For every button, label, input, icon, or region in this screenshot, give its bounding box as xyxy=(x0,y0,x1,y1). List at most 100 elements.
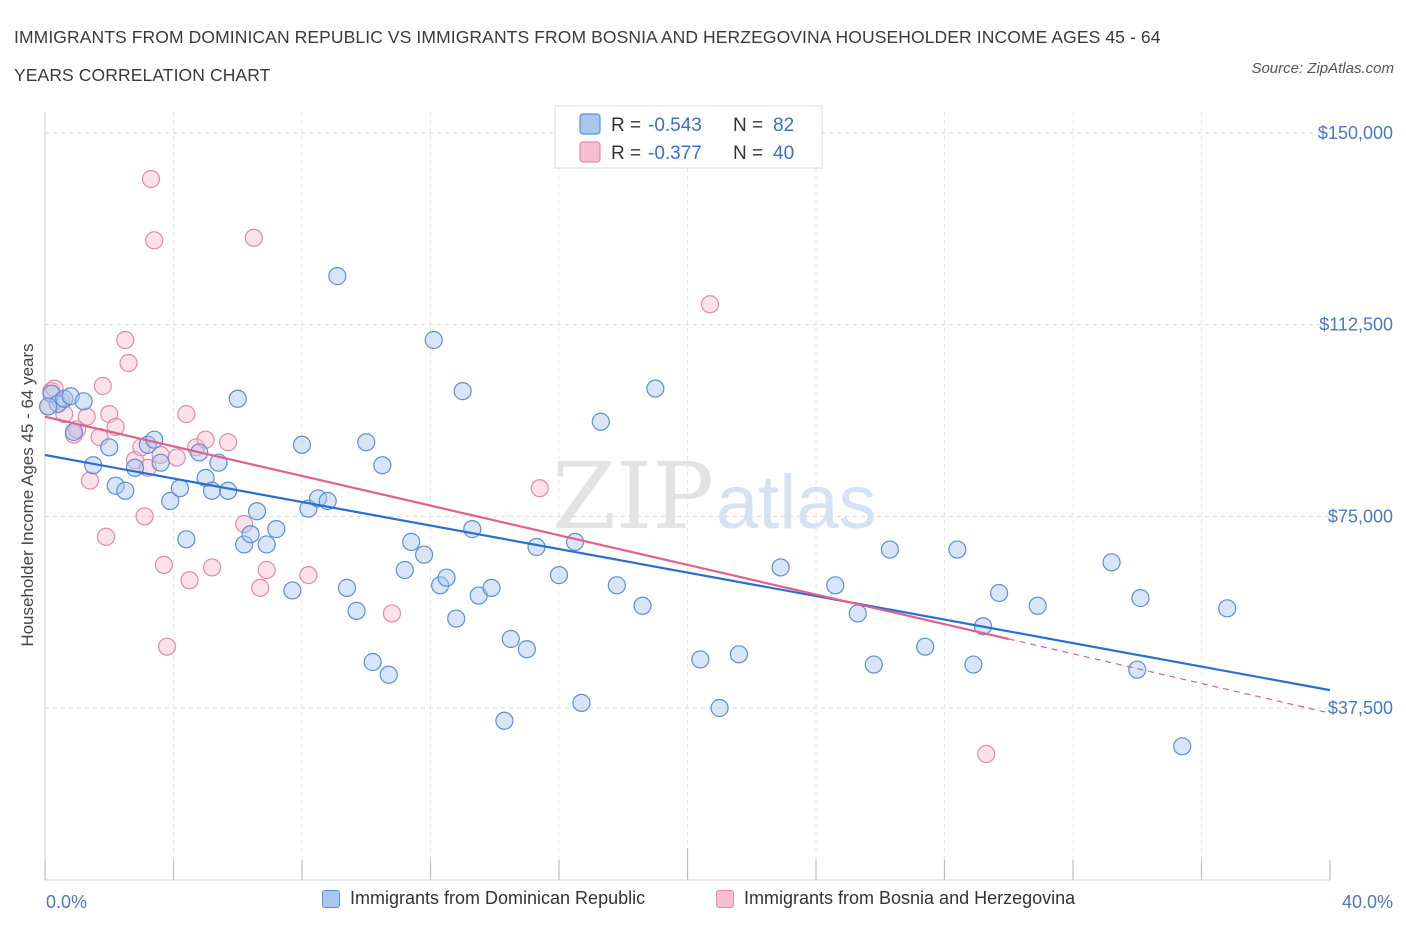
legend-n-label-2: N = xyxy=(733,143,763,164)
dominican-point-39 xyxy=(379,665,398,684)
x-tick-labels: 0.0% 40.0% xyxy=(46,892,1393,912)
bosnia-point-18 xyxy=(135,507,154,526)
dominican-point-10 xyxy=(125,458,145,477)
dominican-point-62 xyxy=(691,650,710,669)
watermark-zip: ZIP xyxy=(552,443,714,550)
dominican-point-76 xyxy=(1102,553,1121,572)
legend-item-dominican: Immigrants from Dominican Republic xyxy=(322,888,645,909)
dominican-point-51 xyxy=(495,711,514,730)
bosnia-point-14 xyxy=(116,330,135,350)
correlation-legend: R = -0.543 N = 82 R = -0.377 N = 40 xyxy=(554,105,823,169)
dominican-point-43 xyxy=(424,330,443,350)
dominican-point-79 xyxy=(1173,737,1192,756)
bosnia-point-33 xyxy=(244,228,263,247)
dominican-point-5 xyxy=(74,392,93,411)
dominican-point-14 xyxy=(161,491,180,511)
bosnia-point-26 xyxy=(177,405,196,424)
dominican-point-9 xyxy=(116,481,135,500)
dominican-point-8 xyxy=(106,476,125,495)
bosnia-point-20 xyxy=(141,169,161,189)
legend-label-bosnia: Immigrants from Bosnia and Herzegovina xyxy=(744,888,1076,908)
bosnia-point-31 xyxy=(219,433,238,452)
dominican-point-25 xyxy=(247,502,267,521)
bosnia-point-39 xyxy=(700,295,720,314)
bosnia-point-11 xyxy=(96,527,116,546)
dominican-point-29 xyxy=(292,435,312,454)
bosnia-point-32 xyxy=(235,514,254,534)
bosnia-point-21 xyxy=(145,231,164,250)
legend-r-label-2: R = xyxy=(611,143,641,164)
legend-swatch-blue xyxy=(579,113,601,135)
dominican-point-66 xyxy=(826,576,845,595)
dominican-point-63 xyxy=(710,698,729,718)
legend-label-dominican: Immigrants from Dominican Republic xyxy=(350,888,646,908)
dominican-point-58 xyxy=(591,412,610,431)
legend-r-value-1: -0.543 xyxy=(648,115,702,136)
y-tick-label-3: $150,000 xyxy=(1318,123,1393,143)
bosnia-point-8 xyxy=(80,471,100,490)
trend-line-bosnia xyxy=(44,415,1009,641)
chart-title: IMMIGRANTS FROM DOMINICAN REPUBLIC VS IM… xyxy=(14,27,1161,85)
bosnia-point-15 xyxy=(119,353,138,373)
dominican-point-34 xyxy=(337,578,357,597)
bosnia-point-30 xyxy=(202,558,222,577)
dominican-point-68 xyxy=(864,655,883,674)
bosnia-point-4 xyxy=(55,405,74,424)
dominican-point-81 xyxy=(39,397,58,416)
dominican-point-16 xyxy=(177,530,196,549)
legend-swatch-dominican xyxy=(322,889,340,908)
bosnia-point-7 xyxy=(77,407,96,426)
dominican-point-75 xyxy=(1028,596,1047,615)
dominican-point-46 xyxy=(447,609,466,628)
dominican-point-77 xyxy=(1128,660,1147,679)
watermark-atlas: atlas xyxy=(716,460,877,545)
bosnia-point-24 xyxy=(157,637,177,656)
legend-n-value-1: 82 xyxy=(773,115,794,136)
series-dominican-points xyxy=(39,267,1237,756)
dominican-point-24 xyxy=(241,525,260,544)
bosnia-point-36 xyxy=(299,566,318,585)
dominican-point-52 xyxy=(501,629,520,649)
dominican-point-7 xyxy=(100,438,119,457)
legend-item-bosnia: Immigrants from Bosnia and Herzegovina xyxy=(716,888,1075,909)
y-tick-label-2: $112,500 xyxy=(1319,315,1393,335)
x-tick-label-start: 0.0% xyxy=(46,892,87,912)
dominican-point-23 xyxy=(235,535,254,554)
dominican-point-64 xyxy=(729,645,749,664)
y-tick-label-1: $75,000 xyxy=(1328,506,1393,526)
dominican-point-41 xyxy=(402,532,421,551)
legend-swatch-bosnia xyxy=(716,889,734,908)
trend-line-dominican xyxy=(44,453,1331,692)
dominican-point-36 xyxy=(357,433,376,452)
bosnia-point-25 xyxy=(167,448,186,467)
watermark: ZIP atlas xyxy=(552,443,877,550)
dominican-point-59 xyxy=(607,576,626,595)
dominican-point-55 xyxy=(549,566,569,585)
dominican-point-22 xyxy=(228,389,247,408)
dominican-point-69 xyxy=(880,540,899,559)
series-legend: Immigrants from Dominican Republic Immig… xyxy=(0,888,1406,918)
bosnia-point-35 xyxy=(257,560,276,580)
bosnia-point-37 xyxy=(382,604,402,623)
dominican-point-13 xyxy=(151,453,170,472)
dominican-point-40 xyxy=(395,560,414,580)
legend-r-label-1: R = xyxy=(611,115,641,136)
dominican-point-78 xyxy=(1131,589,1150,608)
dominican-point-67 xyxy=(848,604,867,623)
dominican-point-38 xyxy=(373,456,392,475)
x-tick-label-end: 40.0% xyxy=(1342,892,1393,912)
source-label: Source: ZipAtlas.com xyxy=(1251,60,1394,77)
trend-lines xyxy=(44,415,1331,714)
dominican-point-47 xyxy=(453,382,472,401)
dominican-point-70 xyxy=(916,637,935,656)
axes xyxy=(44,112,1331,881)
dominican-point-27 xyxy=(267,520,286,539)
dominican-point-74 xyxy=(990,583,1009,603)
dominican-point-56 xyxy=(565,532,585,551)
dominican-point-37 xyxy=(363,652,382,672)
trend-line-bosnia-extension xyxy=(1008,638,1331,714)
dominican-point-53 xyxy=(517,640,536,659)
dominican-point-21 xyxy=(219,481,238,500)
bosnia-point-10 xyxy=(93,376,112,396)
